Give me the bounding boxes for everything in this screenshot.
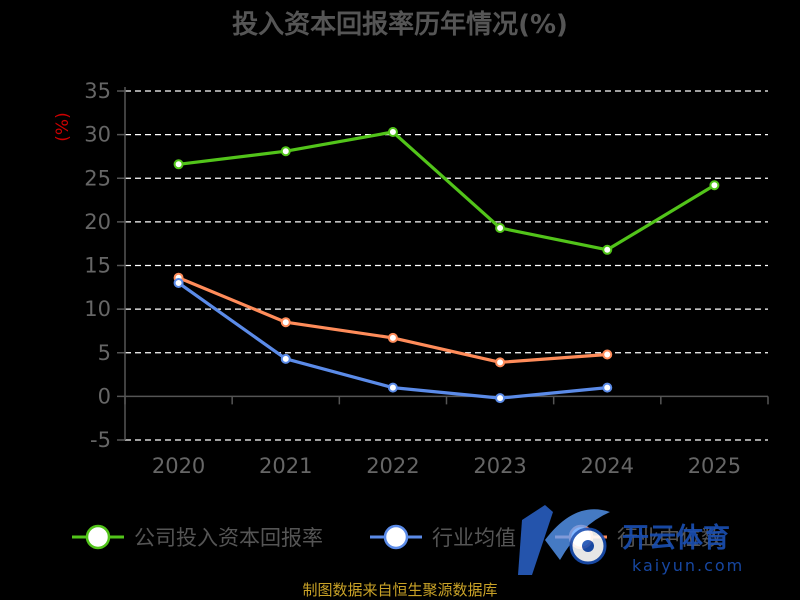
- legend-label: 公司投入资本回报率: [134, 526, 323, 550]
- series-lines: [173, 127, 720, 404]
- legend-label: 行业均值: [432, 526, 516, 550]
- data-point: [387, 332, 398, 343]
- axes: 35 30 25 20 15 10 5 0 -5 2020 2021 2022 2023 2024 2025: [84, 79, 769, 478]
- watermark-domain: kaiyun.com: [632, 556, 744, 575]
- y-tick-label: 20: [84, 210, 111, 234]
- x-tick-label: 2024: [581, 454, 634, 478]
- chart-title: 投入资本回报率历年情况(%): [232, 9, 568, 40]
- data-point: [280, 317, 291, 328]
- y-tick-label: 30: [84, 123, 111, 147]
- data-point: [387, 382, 398, 393]
- x-tick-label: 2020: [152, 454, 205, 478]
- y-tick-label: -5: [90, 428, 111, 452]
- x-tick-label: 2021: [259, 454, 312, 478]
- legend: 公司投入资本回报率 行业均值 行业中位数: [72, 524, 722, 550]
- watermark-logo: 开云体育 kaiyun.com: [518, 505, 744, 575]
- grid-lines: [125, 90, 768, 441]
- y-tick-label: 5: [98, 341, 111, 365]
- data-point: [173, 159, 184, 170]
- legend-label: 行业中位数: [617, 526, 722, 550]
- data-point: [173, 277, 184, 288]
- x-tick-label: 2025: [688, 454, 741, 478]
- data-point: [602, 382, 613, 393]
- data-point: [495, 393, 506, 404]
- legend-swatch-marker: [383, 524, 409, 550]
- source-note: 制图数据来自恒生聚源数据库: [302, 581, 497, 599]
- data-point: [602, 244, 613, 255]
- data-point: [495, 357, 506, 368]
- data-point: [387, 127, 398, 138]
- data-point: [280, 353, 291, 364]
- data-point: [602, 349, 613, 360]
- data-point: [495, 222, 506, 233]
- series-line: [177, 276, 608, 364]
- watermark-name: 开云体育: [622, 522, 730, 554]
- x-tick-label: 2022: [366, 454, 419, 478]
- data-point: [280, 146, 291, 157]
- y-tick-label: 0: [98, 384, 111, 408]
- series-line: [178, 130, 716, 252]
- x-tick-label: 2023: [473, 454, 526, 478]
- y-tick-label: 25: [84, 166, 111, 190]
- legend-swatch-marker: [85, 524, 111, 550]
- data-point: [709, 180, 720, 191]
- y-tick-label: 10: [84, 297, 111, 321]
- y-tick-label: 15: [84, 254, 111, 278]
- y-axis-unit: (%): [53, 112, 73, 141]
- y-tick-label: 35: [84, 79, 111, 103]
